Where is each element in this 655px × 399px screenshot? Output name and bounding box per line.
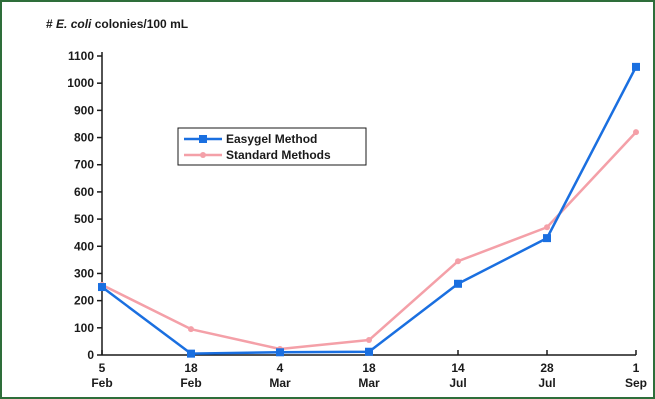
legend-marker-0 (199, 135, 207, 143)
series-layer (98, 62, 640, 358)
x-tick-label-day: 14 (451, 361, 465, 375)
y-tick-label: 300 (74, 266, 94, 280)
x-tick-label-day: 1 (633, 361, 640, 375)
y-tick-label: 100 (74, 321, 94, 335)
y-tick-label: 200 (74, 294, 94, 308)
axes: 0100200300400500600700800900100011005Feb… (67, 49, 647, 390)
x-tick-label-month: Feb (91, 376, 112, 390)
y-tick-label: 0 (87, 348, 94, 362)
x-tick-label-month: Feb (180, 376, 201, 390)
data-point (276, 348, 284, 357)
legend-label-0: Easygel Method (226, 132, 317, 146)
data-point (454, 279, 462, 288)
data-point (365, 347, 373, 356)
legend: Easygel Method Standard Methods (177, 127, 367, 166)
x-tick-label-day: 18 (184, 361, 198, 375)
legend-marker-1 (200, 152, 206, 158)
y-tick-label: 700 (74, 158, 94, 172)
x-tick-label-day: 18 (362, 361, 376, 375)
y-axis-label: # E. coli colonies/100 mL (46, 17, 188, 31)
x-tick-label-month: Jul (538, 376, 555, 390)
data-point (98, 283, 106, 292)
legend-box (177, 127, 367, 166)
data-point (366, 337, 372, 344)
y-tick-label: 800 (74, 131, 94, 145)
data-point (187, 349, 195, 358)
x-tick-label-day: 28 (540, 361, 554, 375)
x-tick-label-month: Mar (269, 376, 291, 390)
data-point (455, 258, 461, 265)
y-tick-label: 600 (74, 185, 94, 199)
x-tick-label-month: Sep (625, 376, 647, 390)
data-point (633, 129, 639, 136)
x-tick-label-day: 4 (277, 361, 284, 375)
y-tick-label: 500 (74, 212, 94, 226)
data-point (543, 234, 551, 243)
x-tick-label-day: 5 (99, 361, 106, 375)
data-point (544, 224, 550, 231)
data-point (188, 326, 194, 333)
x-tick-label-month: Jul (449, 376, 466, 390)
y-tick-label: 400 (74, 239, 94, 253)
y-tick-label: 1000 (67, 76, 94, 90)
y-tick-label: 900 (74, 103, 94, 117)
x-tick-label-month: Mar (358, 376, 380, 390)
y-tick-label: 1100 (68, 49, 94, 63)
legend-label-1: Standard Methods (226, 148, 331, 162)
data-point (632, 62, 640, 71)
series-line-0 (101, 66, 638, 355)
